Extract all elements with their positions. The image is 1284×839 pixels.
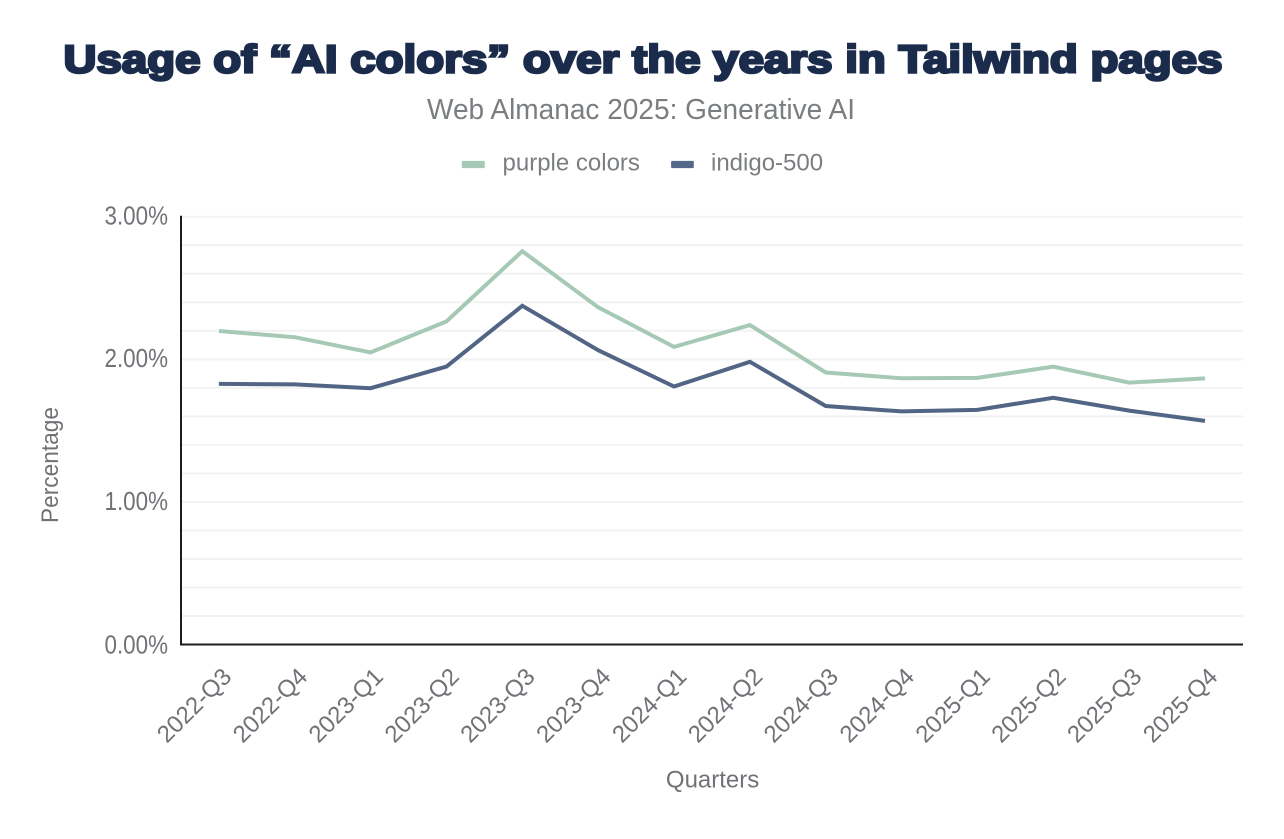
svg-text:Percentage: Percentage [37,407,64,523]
svg-text:Web Almanac 2025: Generative A: Web Almanac 2025: Generative AI [427,94,855,126]
svg-text:0.00%: 0.00% [105,631,169,659]
svg-text:purple colors: purple colors [503,149,640,176]
svg-text:Quarters: Quarters [666,767,759,794]
svg-text:indigo-500: indigo-500 [711,149,823,176]
svg-text:2.00%: 2.00% [105,345,169,373]
svg-text:Usage of “AI colors” over the: Usage of “AI colors” over the years in T… [64,39,1223,82]
svg-text:1.00%: 1.00% [105,488,169,516]
svg-text:3.00%: 3.00% [105,203,169,231]
